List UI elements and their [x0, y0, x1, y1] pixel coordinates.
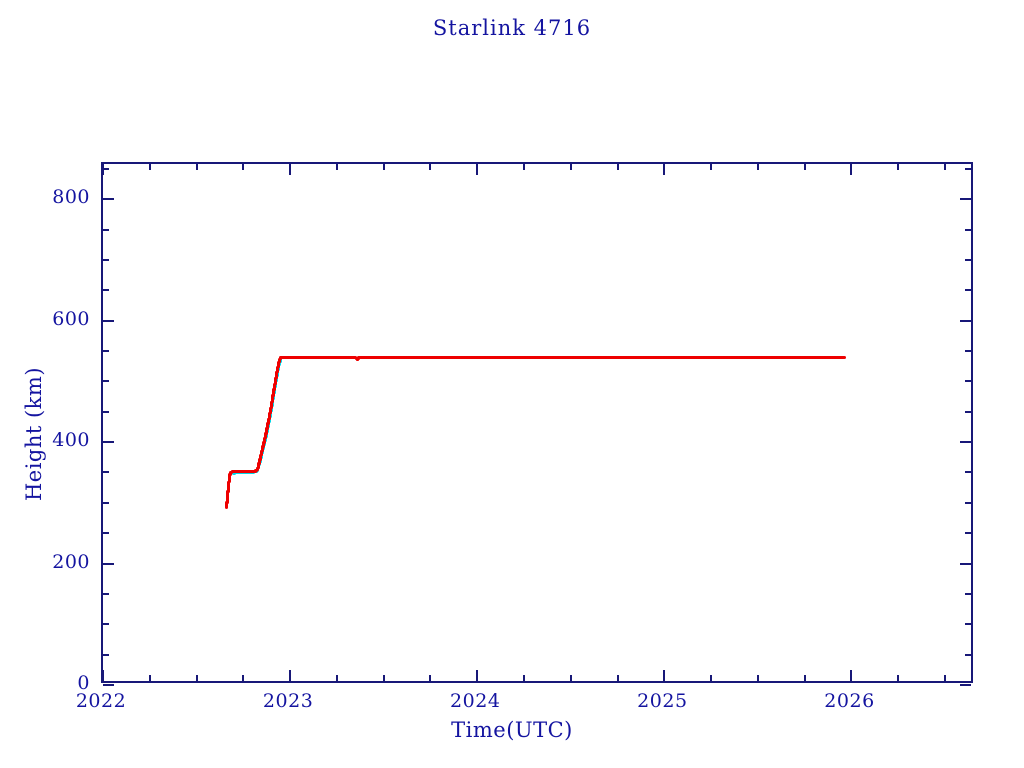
- x-axis-top-minor-tick: [897, 164, 900, 170]
- x-axis-major-tick: [850, 670, 853, 681]
- y-axis-minor-tick: [103, 380, 109, 383]
- y-axis-right-minor-tick: [965, 501, 971, 504]
- x-axis-minor-tick: [429, 675, 432, 681]
- y-axis-minor-tick: [103, 167, 109, 170]
- y-axis-minor-tick: [103, 289, 109, 292]
- x-axis-major-tick: [476, 670, 479, 681]
- y-axis-minor-tick: [103, 350, 109, 353]
- x-axis-minor-tick: [382, 675, 385, 681]
- x-axis-minor-tick: [944, 675, 947, 681]
- x-axis-major-tick: [289, 670, 292, 681]
- y-axis-major-tick: [103, 198, 114, 201]
- y-axis-minor-tick: [103, 410, 109, 413]
- x-axis-top-minor-tick: [756, 164, 759, 170]
- x-axis-top-minor-tick: [616, 164, 619, 170]
- x-axis-tick-label: 2024: [450, 690, 501, 712]
- y-axis-minor-tick: [103, 532, 109, 535]
- x-axis-title: Time(UTC): [451, 718, 573, 742]
- y-axis-minor-tick: [103, 653, 109, 656]
- y-axis-right-major-tick: [960, 319, 971, 322]
- y-axis-tick-label: 400: [52, 429, 90, 452]
- x-axis-top-minor-tick: [803, 164, 806, 170]
- x-axis-minor-tick: [148, 675, 151, 681]
- x-axis-top-minor-tick: [242, 164, 245, 170]
- y-axis-right-minor-tick: [965, 258, 971, 261]
- x-axis-minor-tick: [710, 675, 713, 681]
- y-axis-tick-label: 600: [52, 307, 90, 330]
- y-axis-minor-tick: [103, 258, 109, 261]
- x-axis-top-minor-tick: [382, 164, 385, 170]
- y-axis-major-tick: [103, 684, 114, 686]
- plot-area: [103, 164, 971, 681]
- x-axis-top-minor-tick: [429, 164, 432, 170]
- x-axis-top-minor-tick: [335, 164, 338, 170]
- y-axis-right-minor-tick: [965, 350, 971, 353]
- y-axis-minor-tick: [103, 623, 109, 626]
- y-axis-right-minor-tick: [965, 167, 971, 170]
- plot-frame: [101, 162, 973, 686]
- y-axis-minor-tick: [103, 471, 109, 474]
- y-axis-right-minor-tick: [965, 289, 971, 292]
- page-title: Starlink 4716: [432, 16, 592, 40]
- x-axis-top-minor-tick: [569, 164, 572, 170]
- x-axis-tick-label: 2025: [637, 690, 688, 712]
- y-axis-minor-tick: [103, 228, 109, 231]
- x-axis-minor-tick: [897, 675, 900, 681]
- x-axis-top-minor-tick: [195, 164, 198, 170]
- x-axis-top-major-tick: [850, 164, 853, 175]
- x-axis-top-major-tick: [476, 164, 479, 175]
- y-axis-right-major-tick: [960, 198, 971, 201]
- data-point-apogee: [842, 355, 846, 359]
- y-axis-right-major-tick: [960, 684, 971, 686]
- y-axis-right-minor-tick: [965, 532, 971, 535]
- x-axis-minor-tick: [242, 675, 245, 681]
- y-axis-right-minor-tick: [965, 228, 971, 231]
- x-axis-top-minor-tick: [944, 164, 947, 170]
- y-axis-major-tick: [103, 562, 114, 565]
- y-axis-right-minor-tick: [965, 471, 971, 474]
- y-axis-right-minor-tick: [965, 380, 971, 383]
- y-axis-major-tick: [103, 319, 114, 322]
- x-axis-minor-tick: [803, 675, 806, 681]
- y-axis-right-minor-tick: [965, 592, 971, 595]
- x-axis-minor-tick: [616, 675, 619, 681]
- x-axis-top-major-tick: [663, 164, 666, 175]
- x-axis-top-major-tick: [289, 164, 292, 175]
- x-axis-minor-tick: [569, 675, 572, 681]
- y-axis-tick-label: 200: [52, 550, 90, 573]
- y-axis-right-major-tick: [960, 441, 971, 444]
- x-axis-tick-label: 2026: [824, 690, 875, 712]
- y-axis-tick-label: 0: [77, 672, 90, 694]
- x-axis-top-minor-tick: [523, 164, 526, 170]
- y-axis-right-minor-tick: [965, 653, 971, 656]
- x-axis-tick-label: 2022: [75, 690, 127, 712]
- y-axis-minor-tick: [103, 501, 109, 504]
- y-axis-tick-label: 800: [52, 186, 90, 209]
- y-axis-right-major-tick: [960, 562, 971, 565]
- x-axis-major-tick: [102, 670, 104, 681]
- x-axis-minor-tick: [756, 675, 759, 681]
- y-axis-title: Height (km): [22, 366, 46, 502]
- x-axis-minor-tick: [195, 675, 198, 681]
- x-axis-tick-label: 2023: [262, 690, 314, 712]
- y-axis-major-tick: [103, 441, 114, 444]
- y-axis-minor-tick: [103, 592, 109, 595]
- x-axis-top-minor-tick: [148, 164, 151, 170]
- x-axis-top-minor-tick: [710, 164, 713, 170]
- x-axis-minor-tick: [523, 675, 526, 681]
- y-axis-right-minor-tick: [965, 623, 971, 626]
- y-axis-right-minor-tick: [965, 410, 971, 413]
- x-axis-major-tick: [663, 670, 666, 681]
- x-axis-minor-tick: [335, 675, 338, 681]
